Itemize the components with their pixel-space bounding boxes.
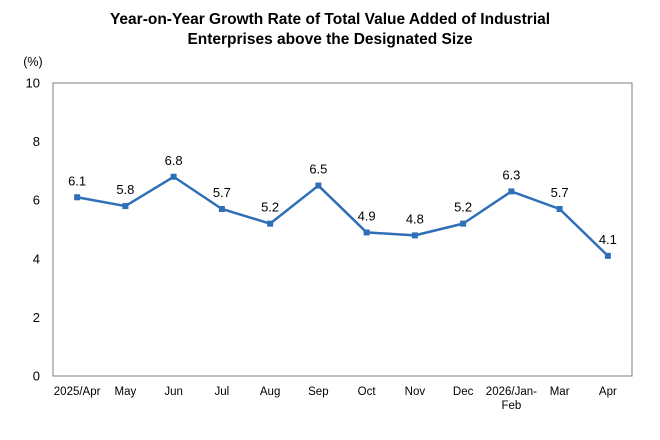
data-label: 6.5 [309,162,327,177]
plot-area-frame [52,82,633,377]
data-label: 4.9 [358,208,376,223]
data-point-marker [604,252,611,259]
data-label: 5.2 [261,200,279,215]
series-line [75,175,610,258]
data-point-marker [122,203,129,210]
x-tick-label: 2025/Apr [54,386,101,398]
data-label: 6.1 [68,173,86,188]
x-tick-label: Sep [308,386,328,398]
data-point-marker [411,232,418,239]
x-tick-label: Jun [164,386,183,398]
data-point-marker [460,220,467,227]
data-label: 4.8 [406,211,424,226]
y-tick-label: 4 [33,251,40,266]
data-label: 5.7 [551,185,569,200]
data-label: 4.1 [599,232,617,247]
chart-title-line-2: Enterprises above the Designated Size [187,31,473,48]
x-tick-label: 2026/Jan- [486,386,537,398]
x-tick-label: Jul [215,386,230,398]
data-point-marker [556,205,563,212]
x-tick-label: Aug [260,386,280,398]
data-label: 6.3 [502,167,520,182]
data-label: 5.2 [454,200,472,215]
chart-title-line-1: Year-on-Year Growth Rate of Total Value … [109,11,551,28]
x-tick-label: Mar [550,386,570,398]
x-tick-label: May [115,386,137,398]
data-point-marker [74,194,81,201]
data-label: 5.8 [116,182,134,197]
data-point-marker [363,229,370,236]
data-point-marker [315,182,322,189]
data-point-marker [170,173,177,180]
data-point-marker [267,220,274,227]
y-tick-label: 0 [33,369,40,384]
x-tick-label: Apr [599,386,617,398]
y-tick-label: 6 [33,193,40,208]
x-tick-label: Oct [358,386,377,398]
data-label: 6.8 [165,153,183,168]
x-tick-label: Feb [501,400,521,412]
y-tick-label: 10 [26,76,40,91]
data-label: 5.7 [213,185,231,200]
x-tick-label: Nov [405,386,426,398]
y-tick-label: 8 [33,134,40,149]
data-point-marker [218,205,225,212]
data-point-marker [508,188,515,195]
x-tick-label: Dec [453,386,474,398]
y-axis-unit-label: (%) [23,55,42,69]
y-tick-label: 2 [33,310,40,325]
